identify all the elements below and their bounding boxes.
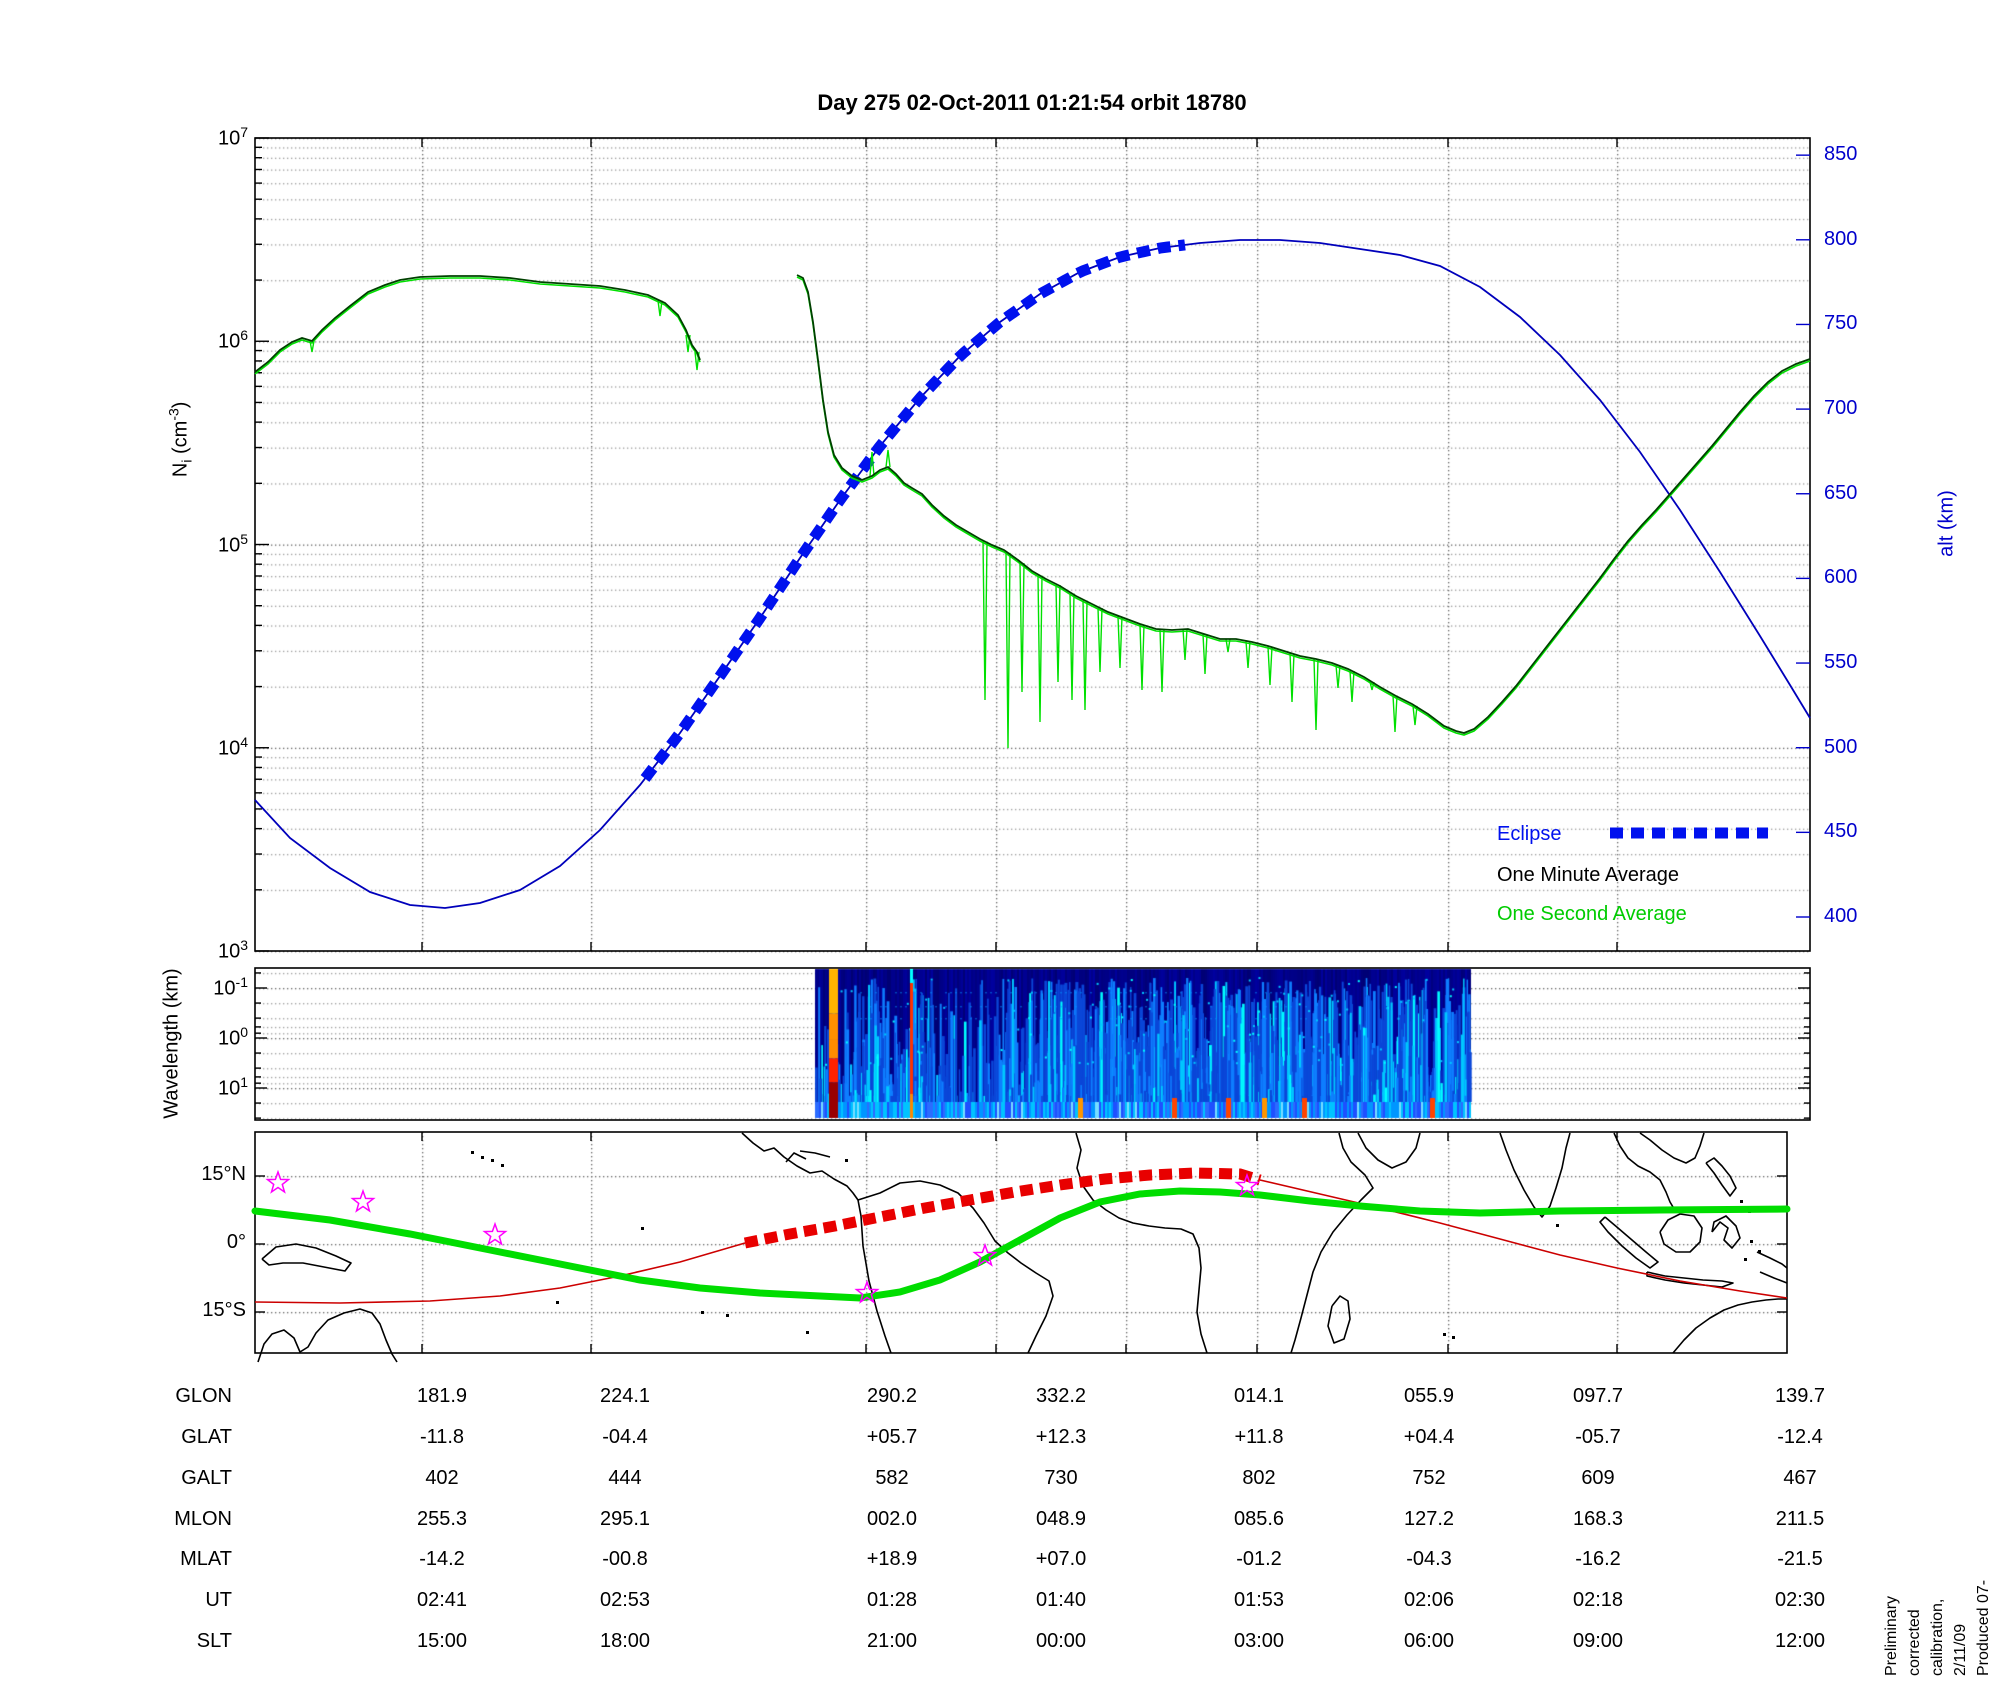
altitude-tick-650: 650 <box>1824 481 1858 504</box>
table-cell-glat-4: +12.3 <box>1035 1426 1087 1448</box>
altitude-tick-400: 400 <box>1824 905 1858 927</box>
table-cell-glat-1: -11.8 <box>419 1426 465 1448</box>
table-cell-slt-3: 21:00 <box>866 1630 918 1652</box>
annotation-calibration: Preliminary corrected calibration, 2/11/… <box>1883 1595 1969 1676</box>
annotation-produced: Produced 07-Nov-2011 17:34:10 <box>1975 1579 2000 1676</box>
table-cell-mlat-5: -01.2 <box>1236 1548 1282 1570</box>
table-cell-glat-6: +04.4 <box>1403 1426 1455 1448</box>
table-cell-ut-4: 01:40 <box>1035 1589 1087 1611</box>
table-cell-galt-5: 802 <box>1242 1467 1276 1489</box>
table-cell-mlon-8: 211.5 <box>1775 1508 1825 1530</box>
wavelength-axis-label: Wavelength (km) <box>160 968 183 1119</box>
density-tick-10e6: 106 <box>217 327 248 353</box>
density-axis-label: Ni (cm-3) <box>165 401 195 478</box>
table-cell-ut-1: 02:41 <box>416 1589 468 1611</box>
table-cell-glon-7: 097.7 <box>1572 1385 1624 1407</box>
production-annotations: Preliminary corrected calibration, 2/11/… <box>1880 1556 2000 1676</box>
altitude-tick-700: 700 <box>1824 397 1858 420</box>
density-tick-10e5: 105 <box>217 530 248 557</box>
legend-label-one-minute-average: One Minute Average <box>1497 864 1679 886</box>
wavelength-tick-10e1: 101 <box>217 1074 248 1100</box>
table-cell-mlon-3: 002.0 <box>866 1508 918 1530</box>
table-row-label-slt: SLT <box>196 1630 232 1652</box>
altitude-tick-750: 750 <box>1824 312 1858 335</box>
altitude-tick-600: 600 <box>1824 566 1858 589</box>
figure-title: Day 275 02-Oct-2011 01:21:54 orbit 18780 <box>817 90 1247 115</box>
table-cell-glon-8: 139.7 <box>1774 1385 1826 1407</box>
table-cell-glon-2: 224.1 <box>599 1385 651 1407</box>
table-cell-slt-1: 15:00 <box>416 1630 468 1652</box>
legend-label-eclipse: Eclipse <box>1497 823 1562 845</box>
table-cell-mlon-6: 127.2 <box>1403 1508 1455 1530</box>
table-cell-glon-5: 014.1 <box>1233 1385 1285 1407</box>
table-cell-slt-8: 12:00 <box>1774 1630 1826 1652</box>
table-cell-mlon-1: 255.3 <box>416 1508 468 1530</box>
table-cell-mlat-2: -00.8 <box>602 1548 648 1570</box>
table-cell-mlat-8: -21.5 <box>1777 1548 1823 1570</box>
table-cell-slt-7: 09:00 <box>1572 1630 1624 1652</box>
table-cell-mlat-7: -16.2 <box>1575 1548 1621 1570</box>
table-cell-glat-2: -04.4 <box>602 1426 648 1448</box>
table-cell-galt-7: 609 <box>1581 1467 1615 1489</box>
wavelength-tick-10e-1: 10-1 <box>213 974 248 1000</box>
table-row-label-mlon: MLON <box>174 1508 232 1530</box>
table-cell-galt-3: 582 <box>875 1467 909 1489</box>
altitude-tick-550: 550 <box>1824 651 1858 674</box>
table-row-label-mlat: MLAT <box>180 1548 232 1570</box>
table-cell-galt-1: 402 <box>425 1467 459 1489</box>
table-cell-glat-3: +05.7 <box>866 1426 918 1448</box>
wavelength-tick-10e0: 100 <box>217 1024 248 1050</box>
table-cell-glon-4: 332.2 <box>1035 1385 1087 1407</box>
density-tick-10e3: 103 <box>217 937 248 963</box>
table-cell-mlat-4: +07.0 <box>1035 1548 1087 1570</box>
table-cell-ut-8: 02:30 <box>1774 1589 1826 1611</box>
table-cell-glon-3: 290.2 <box>866 1385 918 1407</box>
table-cell-glat-5: +11.8 <box>1234 1426 1284 1448</box>
table-cell-mlon-4: 048.9 <box>1035 1508 1087 1530</box>
table-cell-mlat-6: -04.3 <box>1406 1548 1452 1570</box>
density-tick-10e7: 107 <box>217 124 248 150</box>
table-cell-slt-6: 06:00 <box>1403 1630 1455 1652</box>
table-row-label-ut: UT <box>205 1589 232 1611</box>
map-lat-label-0: 15°N <box>201 1163 246 1185</box>
table-cell-slt-2: 18:00 <box>599 1630 651 1652</box>
table-cell-mlat-1: -14.2 <box>419 1548 465 1570</box>
table-cell-galt-8: 467 <box>1783 1467 1817 1489</box>
table-cell-glon-1: 181.9 <box>416 1385 468 1407</box>
altitude-axis-label: alt (km) <box>1935 490 1958 557</box>
table-cell-glat-8: -12.4 <box>1777 1426 1823 1448</box>
table-cell-mlon-2: 295.1 <box>599 1508 651 1530</box>
table-row-label-glon: GLON <box>175 1385 232 1407</box>
table-cell-mlon-7: 168.3 <box>1572 1508 1624 1530</box>
altitude-tick-450: 450 <box>1824 820 1858 843</box>
altitude-tick-850: 850 <box>1824 143 1858 166</box>
table-cell-ut-3: 01:28 <box>866 1589 918 1611</box>
table-cell-slt-4: 00:00 <box>1035 1630 1087 1652</box>
table-cell-galt-6: 752 <box>1412 1467 1446 1489</box>
map-lat-label-1: 0° <box>226 1231 246 1253</box>
table-cell-glon-6: 055.9 <box>1403 1385 1455 1407</box>
legend-label-one-second-average: One Second Average <box>1497 903 1687 925</box>
density-tick-10e4: 104 <box>217 733 248 760</box>
altitude-tick-800: 800 <box>1824 227 1858 250</box>
table-cell-mlon-5: 085.6 <box>1233 1508 1285 1530</box>
table-cell-galt-4: 730 <box>1044 1467 1078 1489</box>
table-row-label-galt: GALT <box>181 1467 232 1489</box>
table-cell-ut-6: 02:06 <box>1403 1589 1455 1611</box>
table-cell-glat-7: -05.7 <box>1575 1426 1621 1448</box>
table-cell-slt-5: 03:00 <box>1233 1630 1285 1652</box>
table-cell-ut-2: 02:53 <box>599 1589 651 1611</box>
map-lat-label-2: 15°S <box>202 1299 246 1321</box>
table-cell-galt-2: 444 <box>608 1467 642 1489</box>
table-cell-ut-5: 01:53 <box>1233 1589 1285 1611</box>
altitude-tick-500: 500 <box>1824 735 1858 758</box>
table-row-label-glat: GLAT <box>181 1426 232 1448</box>
table-cell-mlat-3: +18.9 <box>866 1548 918 1570</box>
table-cell-ut-7: 02:18 <box>1572 1589 1624 1611</box>
